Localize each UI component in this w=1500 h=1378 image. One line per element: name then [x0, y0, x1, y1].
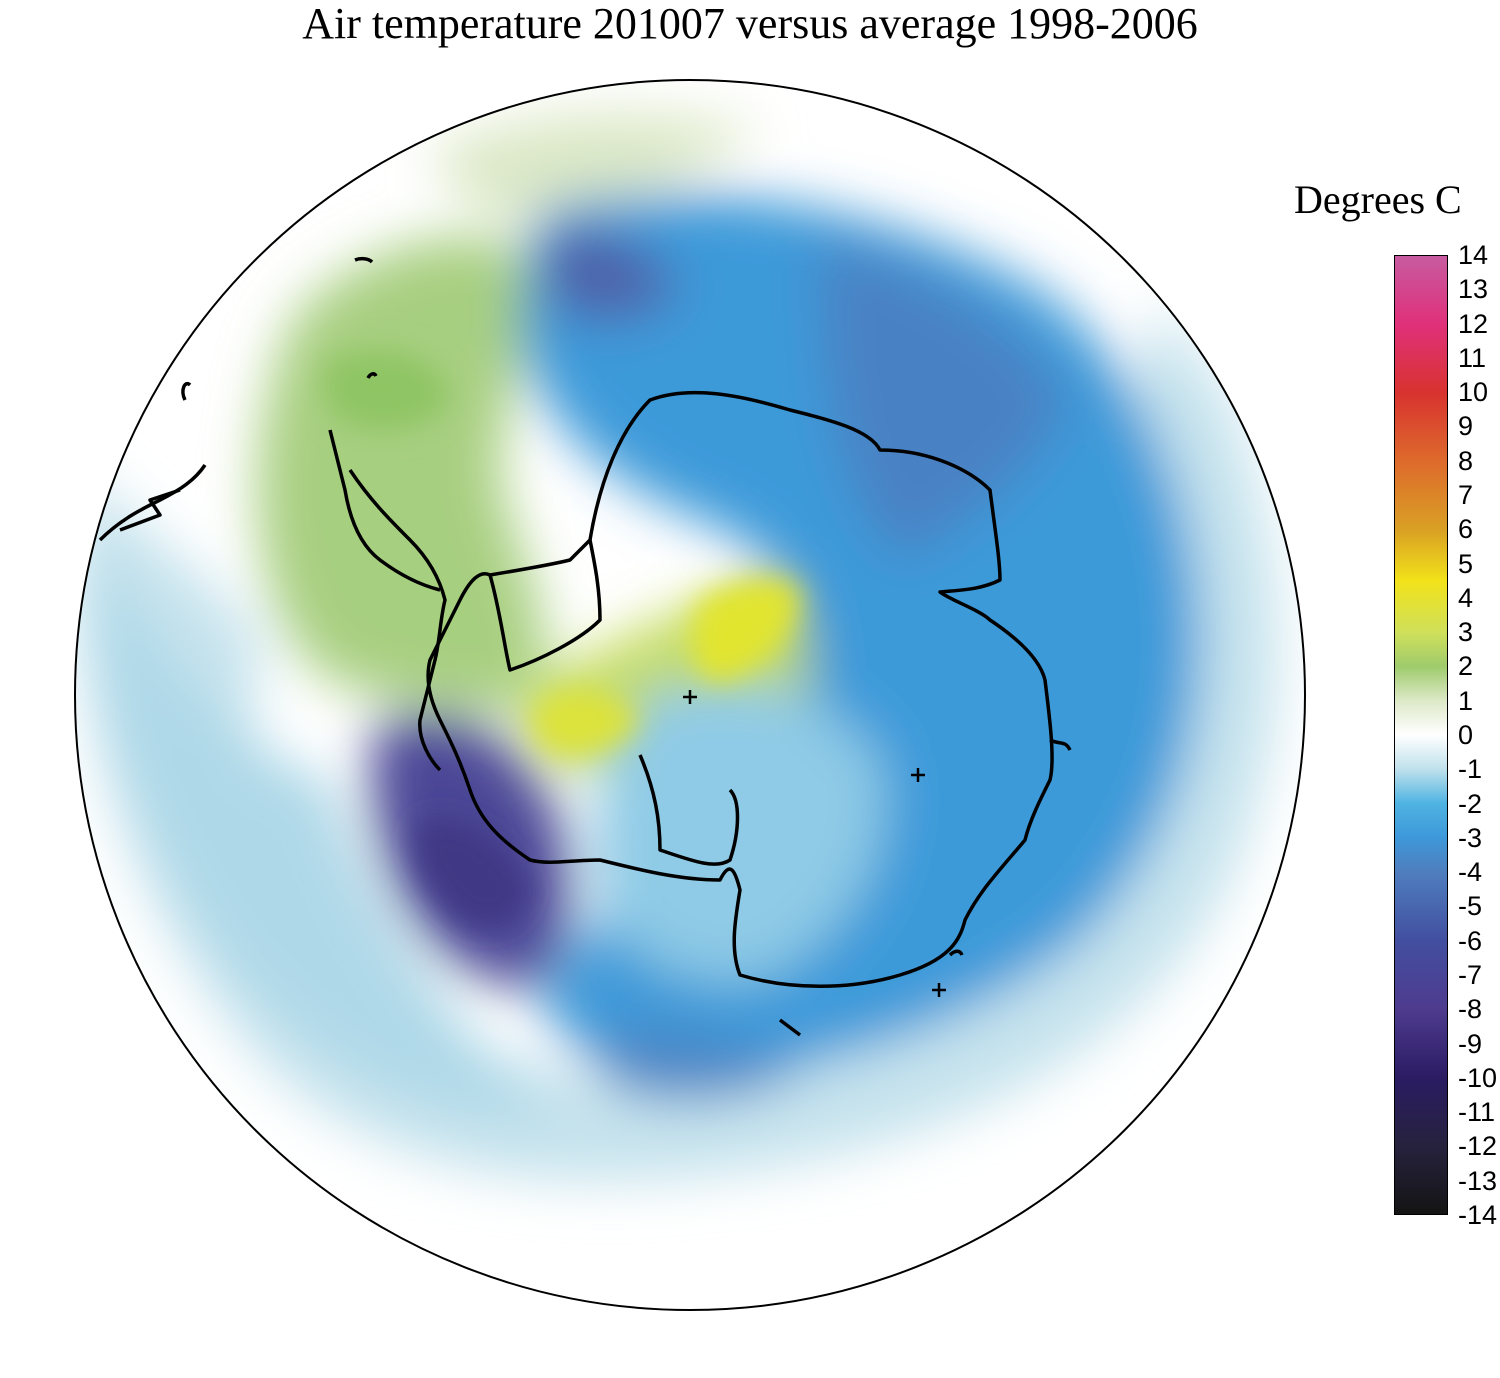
- colorbar-tick-label: -3: [1458, 822, 1483, 853]
- colorbar-tick-label: -11: [1458, 1097, 1496, 1128]
- map-title: Air temperature 201007 versus average 19…: [302, 0, 1198, 48]
- ronne-ice-shelf: [488, 539, 602, 672]
- station-markers: [683, 690, 946, 997]
- south-america-warm: [257, 236, 546, 709]
- colorbar-tick-label: -14: [1458, 1200, 1498, 1230]
- new-zealand: [98, 464, 207, 542]
- colorbar-tick-label: 10: [1458, 377, 1489, 408]
- coastlines: [98, 256, 1072, 1037]
- antarctica-coastline: [426, 390, 1054, 988]
- colorbar-tick-label: 12: [1458, 308, 1489, 339]
- colorbar-tick-label: 5: [1458, 548, 1474, 579]
- colorbar-tick-label: -9: [1458, 1028, 1483, 1059]
- colorbar-tick-label: 13: [1458, 274, 1489, 305]
- colorbar-tick-label: 0: [1458, 720, 1474, 750]
- colorbar-tick-label: -10: [1458, 1062, 1498, 1093]
- pacific-cool: [88, 540, 560, 1120]
- antarctic-peninsula: [348, 469, 447, 772]
- colorbar-tick-label: -1: [1458, 754, 1483, 785]
- colorbar-tick-label: -5: [1458, 891, 1483, 922]
- colorbar-tick-label: 3: [1458, 617, 1474, 648]
- colorbar-tick-label: 2: [1458, 651, 1474, 682]
- colorbar-tick-label: -6: [1458, 925, 1483, 956]
- south-america-tip: [328, 429, 441, 592]
- colorbar-tick-label: -7: [1458, 960, 1483, 990]
- map-boundary: [74, 79, 1306, 1311]
- colorbar-tick-label: 7: [1458, 480, 1474, 510]
- colorbar-tick-label: 6: [1458, 514, 1474, 545]
- colorbar-tick-label: -2: [1458, 788, 1483, 819]
- colorbar-tick-label: 4: [1458, 582, 1474, 613]
- colorbar-tick-label: -4: [1458, 857, 1483, 888]
- ross-ice-shelf: [638, 754, 740, 866]
- colorbar-tick-label: 14: [1458, 240, 1489, 270]
- colorbar-tick-label: -13: [1458, 1165, 1498, 1196]
- legend-title: Degrees C: [1294, 177, 1462, 222]
- colorbar-tick-label: -8: [1458, 994, 1483, 1025]
- colorbar: [1394, 255, 1448, 1215]
- colorbar-tick-label: 1: [1458, 685, 1474, 716]
- colorbar-tick-label: 8: [1458, 445, 1474, 476]
- colorbar-tick-label: -12: [1458, 1131, 1498, 1162]
- colorbar-tick-label: 9: [1458, 411, 1474, 442]
- colorbar-tick-label: 11: [1458, 342, 1487, 373]
